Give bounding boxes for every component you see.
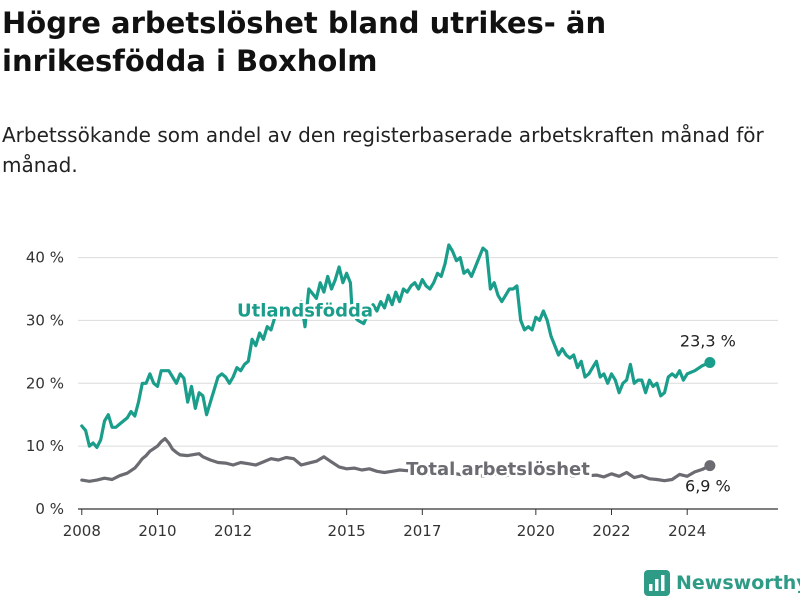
chart-title: Högre arbetslöshet bland utrikes- än inr…: [2, 6, 607, 78]
x-tick-label: 2022: [592, 522, 630, 540]
series-end-point: [704, 357, 716, 369]
x-tick-label: 2010: [138, 522, 176, 540]
x-tick-label: 2012: [214, 522, 252, 540]
x-tick-label: 2024: [668, 522, 706, 540]
x-tick-label: 2015: [328, 522, 366, 540]
y-tick-label: 40 %: [26, 249, 64, 267]
series-name-label: Utlandsfödda: [237, 301, 373, 322]
series-end-point: [704, 460, 716, 472]
series-line-0: [80, 243, 712, 449]
y-tick-label: 10 %: [26, 437, 64, 455]
brand-logo: Newsworthy: [644, 568, 800, 598]
chart-subtitle: Arbetssökande som andel av den registerb…: [2, 123, 764, 177]
end-value-label: 6,9 %: [685, 477, 731, 496]
series-line-1: [80, 437, 712, 483]
y-tick-label: 20 %: [26, 374, 64, 392]
x-tick-label: 2008: [63, 522, 101, 540]
x-tick-label: 2020: [517, 522, 555, 540]
end-value-label: 23,3 %: [680, 332, 736, 351]
x-tick-label: 2017: [403, 522, 441, 540]
y-tick-label: 0 %: [35, 500, 64, 518]
bar-chart-icon: [644, 570, 670, 596]
series-name-label: Total arbetslöshet: [406, 459, 590, 480]
y-tick-label: 30 %: [26, 311, 64, 329]
brand-name: Newsworthy: [676, 572, 800, 594]
